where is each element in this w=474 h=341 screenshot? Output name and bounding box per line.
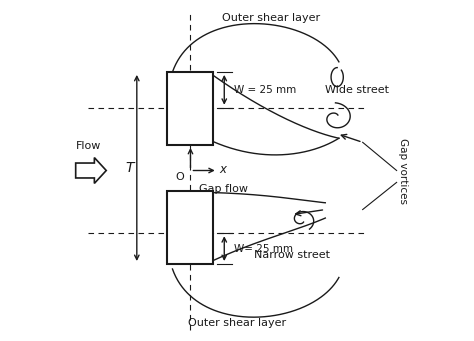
Text: Wide street: Wide street <box>325 85 389 95</box>
Text: W = 25 mm: W = 25 mm <box>234 85 296 95</box>
Polygon shape <box>76 158 106 183</box>
Text: Gap vortices: Gap vortices <box>398 137 408 204</box>
Text: Flow: Flow <box>76 141 101 151</box>
Text: Outer shear layer: Outer shear layer <box>222 13 320 23</box>
Text: W= 25 mm: W= 25 mm <box>234 243 293 254</box>
Bar <box>167 72 213 145</box>
Text: Narrow street: Narrow street <box>254 250 330 261</box>
Bar <box>167 191 213 264</box>
Text: y: y <box>183 130 190 143</box>
Text: Gap flow: Gap flow <box>199 184 248 194</box>
Text: T: T <box>125 161 134 175</box>
Text: x: x <box>219 163 227 176</box>
Text: Outer shear layer: Outer shear layer <box>188 318 286 328</box>
Text: O: O <box>175 172 184 182</box>
